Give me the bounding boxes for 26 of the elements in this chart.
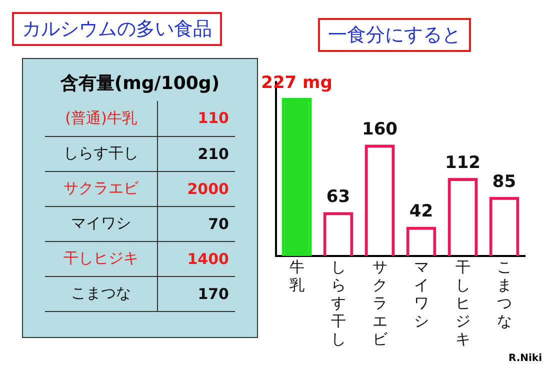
data-label: 85 (492, 172, 516, 192)
data-label: 2000 (158, 171, 235, 206)
x-tick-label: マイワシ (414, 258, 429, 330)
x-tick-label: サクラエビ (372, 258, 388, 348)
x-tick-label: 干しヒジキ (455, 258, 470, 348)
x-tick-label: こまつな (496, 258, 512, 330)
data-label: 70 (158, 206, 235, 241)
text: 含有量(mg/100g) (59, 72, 221, 95)
data-label: 63 (326, 187, 350, 208)
data-label: 160 (362, 120, 398, 140)
category-label: サクラエビ (62, 178, 140, 199)
data-label: 112 (445, 152, 480, 173)
text: カルシウムの多い食品 (12, 12, 222, 46)
data-label: 170 (158, 276, 235, 311)
x-tick-label: しらす干し (330, 258, 346, 348)
category-label: (普通)牛乳 (64, 108, 138, 129)
data-label: 210 (158, 136, 235, 171)
text: R.Niki (508, 353, 542, 364)
data-label: 42 (409, 202, 434, 222)
category-label: しらす干し (62, 143, 140, 164)
chart-title: 一食分にすると (318, 18, 471, 52)
x-tick-label: 牛乳 (289, 258, 304, 294)
category-label: マイワシ (70, 213, 132, 234)
data-label: 1400 (158, 241, 235, 276)
data-label: 227 mg (261, 72, 332, 93)
data-label: 110 (158, 101, 235, 136)
